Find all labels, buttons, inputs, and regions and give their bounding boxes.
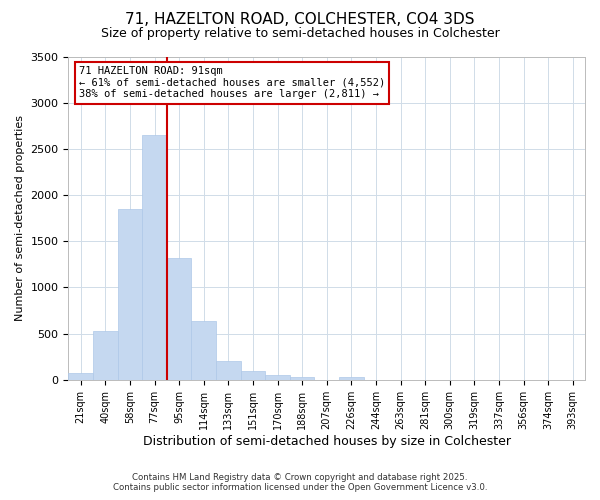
Bar: [118, 209, 142, 380]
Bar: [93, 331, 118, 380]
Bar: [216, 362, 241, 380]
Bar: [265, 375, 290, 380]
Bar: [68, 374, 93, 380]
Text: 71 HAZELTON ROAD: 91sqm
← 61% of semi-detached houses are smaller (4,552)
38% of: 71 HAZELTON ROAD: 91sqm ← 61% of semi-de…: [79, 66, 385, 100]
Text: 71, HAZELTON ROAD, COLCHESTER, CO4 3DS: 71, HAZELTON ROAD, COLCHESTER, CO4 3DS: [125, 12, 475, 28]
Bar: [142, 135, 167, 380]
Y-axis label: Number of semi-detached properties: Number of semi-detached properties: [15, 115, 25, 321]
Bar: [191, 320, 216, 380]
X-axis label: Distribution of semi-detached houses by size in Colchester: Distribution of semi-detached houses by …: [143, 434, 511, 448]
Bar: [241, 370, 265, 380]
Bar: [339, 377, 364, 380]
Text: Size of property relative to semi-detached houses in Colchester: Size of property relative to semi-detach…: [101, 28, 499, 40]
Bar: [167, 258, 191, 380]
Text: Contains HM Land Registry data © Crown copyright and database right 2025.
Contai: Contains HM Land Registry data © Crown c…: [113, 473, 487, 492]
Bar: [290, 377, 314, 380]
